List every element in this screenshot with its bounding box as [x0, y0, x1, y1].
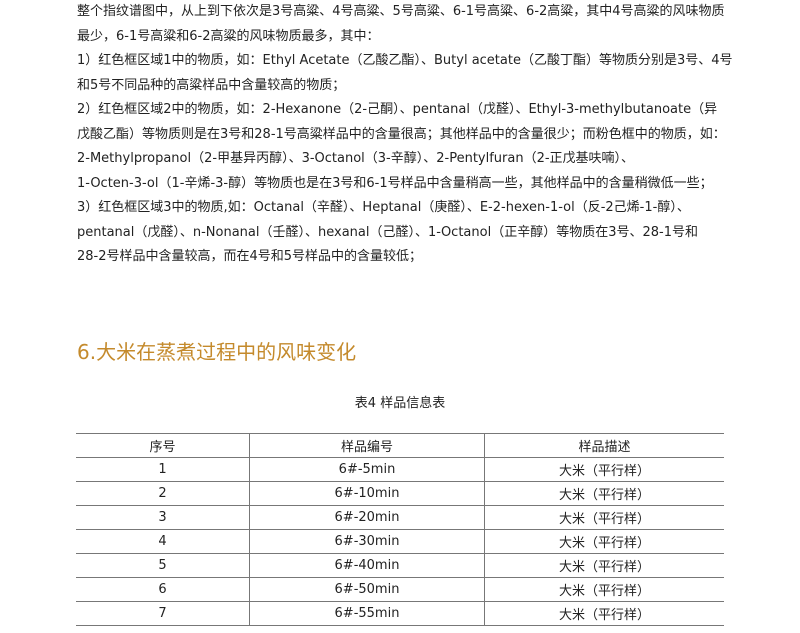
paragraph-line: 1-Octen-3-ol（1-辛烯-3-醇）等物质也是在3号和6-1号样品中含量… [77, 175, 713, 191]
sample-info-table: 序号 样品编号 样品描述 1 6#-5min 大米（平行样） 2 6#-10min 大米（… [76, 433, 724, 626]
cell-description: 大米（平行样） [484, 553, 724, 578]
table-row: 1 6#-5min 大米（平行样） [76, 457, 724, 482]
paragraph-line: 1）红色框区域1中的物质，如：Ethyl Acetate（乙酸乙酯）、Butyl… [77, 53, 733, 68]
cell-index: 7 [76, 601, 250, 626]
paragraph-line: 和5号不同品种的高粱样品中含量较高的物质； [77, 77, 346, 93]
table-row: 6 6#-50min 大米（平行样） [76, 577, 724, 602]
cell-sample-id: 6#-5min [249, 457, 485, 482]
cell-sample-id: 6#-10min [249, 481, 485, 506]
table-row: 2 6#-10min 大米（平行样） [76, 481, 724, 506]
cell-index: 5 [76, 553, 250, 578]
cell-description: 大米（平行样） [484, 505, 724, 530]
paragraph-line: 2）红色框区域2中的物质，如：2-Hexanone（2-己酮）、pentanal… [77, 102, 718, 117]
paragraph-line: pentanal（戊醛）、n-Nonanal（壬醛）、hexanal（己醛）、1… [77, 224, 698, 240]
header-sample-id: 样品编号 [249, 433, 485, 458]
paragraph-line: 整个指纹谱图中，从上到下依次是3号高粱、4号高粱、5号高粱、6-1号高粱、6-2… [77, 4, 725, 19]
cell-sample-id: 6#-40min [249, 553, 485, 578]
cell-description: 大米（平行样） [484, 457, 724, 482]
table-row: 4 6#-30min 大米（平行样） [76, 529, 724, 554]
cell-description: 大米（平行样） [484, 601, 724, 626]
cell-index: 2 [76, 481, 250, 506]
table-row: 3 6#-20min 大米（平行样） [76, 505, 724, 530]
cell-sample-id: 6#-50min [249, 577, 485, 602]
paragraph-line: 戊酸乙酯）等物质则是在3号和28-1号高粱样品中的含量很高；其他样品中的含量很少… [77, 126, 726, 142]
table-header-row: 序号 样品编号 样品描述 [76, 433, 724, 458]
body-text: 整个指纹谱图中，从上到下依次是3号高粱、4号高粱、5号高粱、6-1号高粱、6-2… [77, 0, 733, 270]
header-description: 样品描述 [484, 433, 724, 458]
cell-index: 1 [76, 457, 250, 482]
table-row: 5 6#-40min 大米（平行样） [76, 553, 724, 578]
cell-description: 大米（平行样） [484, 577, 724, 602]
cell-index: 6 [76, 577, 250, 602]
cell-description: 大米（平行样） [484, 529, 724, 554]
table-caption: 表4 样品信息表 [354, 396, 446, 411]
cell-index: 4 [76, 529, 250, 554]
cell-sample-id: 6#-20min [249, 505, 485, 530]
paragraph-line: 2-Methylpropanol（2-甲基异丙醇）、3-Octanol（3-辛醇… [77, 151, 635, 166]
cell-sample-id: 6#-30min [249, 529, 485, 554]
cell-sample-id: 6#-55min [249, 601, 485, 626]
table-row: 7 6#-55min 大米（平行样） [76, 601, 724, 626]
cell-description: 大米（平行样） [484, 481, 724, 506]
paragraph-line: 最少，6-1号高粱和6-2高粱的风味物质最多，其中： [77, 28, 380, 44]
header-index: 序号 [76, 433, 250, 458]
paragraph-line: 28-2号样品中含量较高，而在4号和5号样品中的含量较低； [77, 249, 423, 264]
paragraph-line: 3）红色框区域3中的物质,如：Octanal（辛醛）、Heptanal（庚醛）、… [77, 200, 690, 215]
section-heading: 6.大米在蒸煮过程中的风味变化 [77, 340, 357, 364]
cell-index: 3 [76, 505, 250, 530]
